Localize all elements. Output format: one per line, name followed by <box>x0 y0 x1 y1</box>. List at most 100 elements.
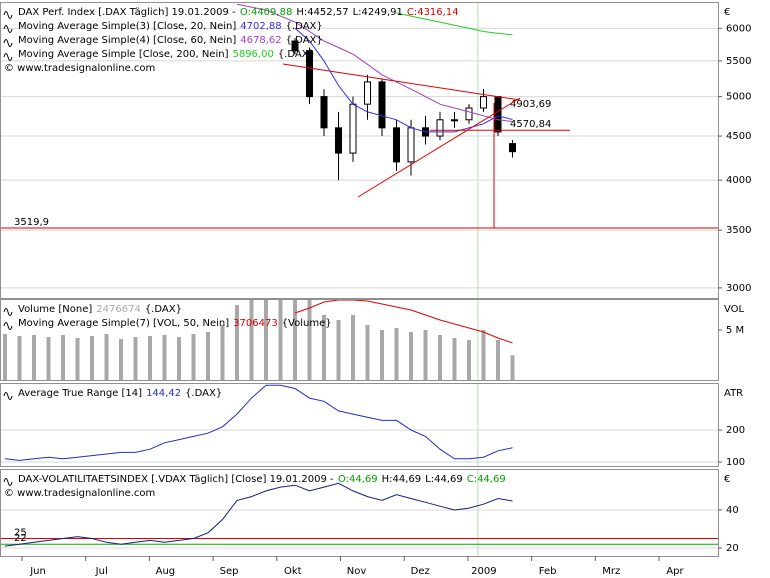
volume-bar <box>61 335 65 380</box>
ohlc-label: C:4316,14 <box>407 7 459 18</box>
x-tick-label: Mrz <box>602 566 620 577</box>
x-tick-label: Feb <box>539 566 557 577</box>
volume-bar <box>365 325 370 380</box>
level-label: 25 <box>14 527 27 538</box>
candle-body <box>436 119 444 137</box>
level-label: 4570,84 <box>510 119 551 130</box>
candle-body <box>451 119 458 122</box>
volume-bar <box>278 300 283 380</box>
trendline <box>282 63 521 101</box>
volume-panel-frame <box>0 299 719 381</box>
candle-body <box>306 50 313 98</box>
y-tick-label: 3000 <box>726 283 751 294</box>
volume-bar <box>249 300 254 380</box>
volume-bar <box>32 335 36 380</box>
atr-panel <box>1 384 718 466</box>
volume-bar <box>177 337 181 380</box>
panel-frames <box>0 2 719 557</box>
y-tick-label: 4500 <box>726 131 751 142</box>
series-name: Moving Average Simple(4) [Close, 60, Nei… <box>18 35 236 46</box>
volume-bar <box>75 338 80 380</box>
legend-icon <box>3 11 13 19</box>
legend-icon <box>3 25 13 33</box>
volume-bar <box>220 325 225 380</box>
source: {.DAX} <box>278 49 315 60</box>
watermark: © www.tradesignalonline.com <box>4 63 155 74</box>
ohlc-label: O:4409,88 <box>240 7 292 18</box>
axis-unit: € <box>724 474 730 485</box>
candle-body <box>335 127 342 154</box>
trendline <box>357 97 521 198</box>
y-tick-label: 5 M <box>726 325 744 336</box>
ohlc-label: H:4452,57 <box>296 7 348 18</box>
volume-bar <box>452 338 457 380</box>
legend-entry: Moving Average Simple(3) [Close, 20, Nei… <box>18 21 323 32</box>
y-tick-label: 40 <box>726 505 739 516</box>
volume-bar <box>264 300 268 380</box>
title: DAX Perf. Index [.DAX Täglich] 19.01.200… <box>18 7 236 18</box>
axis-unit: ATR <box>724 388 743 399</box>
volume-bar <box>162 335 167 380</box>
atr-panel-frame <box>0 383 719 467</box>
x-tick-label: Sep <box>220 566 239 577</box>
y-tick-label: 100 <box>726 457 745 468</box>
last-value: 2476674 <box>96 304 141 315</box>
y-tick-label: 200 <box>726 425 745 436</box>
volume-bar <box>481 330 486 380</box>
level-label: 4903,69 <box>510 99 551 110</box>
ohlc-label: C:44,69 <box>467 474 506 485</box>
series-line <box>396 12 513 36</box>
volume-bar <box>438 335 442 380</box>
volume-bar <box>191 334 196 380</box>
ohlc-label: L:44,69 <box>425 474 463 485</box>
y-tick-label: 3500 <box>726 225 751 236</box>
volume-bar <box>148 336 152 380</box>
series-name: Volume [None] <box>18 304 92 315</box>
volume-bar <box>394 328 399 380</box>
volume-panel <box>3 300 515 380</box>
source: {.DAX} <box>185 388 222 399</box>
series-name: Moving Average Simple(7) [VOL, 50, Nein] <box>18 318 229 329</box>
volume-bar <box>3 334 7 380</box>
candle-body <box>509 143 516 153</box>
candle-body <box>465 107 473 121</box>
level-label: 3519,9 <box>14 217 49 228</box>
x-tick-label: Jul <box>95 566 108 577</box>
volume-bar <box>46 337 51 380</box>
last-value: 144,42 <box>146 388 181 399</box>
series-name: Average True Range [14] <box>18 388 142 399</box>
series-line <box>236 3 513 122</box>
x-tick-label: Jun <box>29 566 46 577</box>
volume-bar <box>206 332 210 380</box>
legend-entry: Volume [None] 2476674 {.DAX} <box>18 304 182 315</box>
volume-bar <box>90 336 94 380</box>
vdax-panel <box>1 470 718 556</box>
source: {.DAX} <box>286 21 323 32</box>
series-line <box>4 384 513 461</box>
legend-entry: Average True Range [14] 144,42 {.DAX} <box>18 388 222 399</box>
volume-bar <box>17 336 22 380</box>
y-tick-label: 4000 <box>726 175 751 186</box>
trendlines <box>282 63 521 228</box>
volume-bar <box>104 334 109 380</box>
volume-bar <box>336 320 341 380</box>
volume-bar <box>409 332 413 380</box>
x-tick-label: Nov <box>347 566 367 577</box>
source: {.DAX} <box>145 304 182 315</box>
watermark: © www.tradesignalonline.com <box>4 488 155 499</box>
ohlc-label: O:44,69 <box>338 474 378 485</box>
axis-unit: € <box>724 7 730 18</box>
legend-title: DAX Perf. Index [.DAX Täglich] 19.01.200… <box>18 7 459 18</box>
candle-body <box>480 96 487 109</box>
legend-icon <box>3 322 13 330</box>
legend-entry: Moving Average Simple(7) [VOL, 50, Nein]… <box>18 318 332 329</box>
volume-bar <box>119 339 123 380</box>
last-value: 4678,62 <box>240 35 281 46</box>
volume-bar <box>467 340 471 380</box>
series-name: Moving Average Simple(3) [Close, 20, Nei… <box>18 21 236 32</box>
candle-body <box>393 127 400 163</box>
price-panel: 4903,69 <box>1 3 718 298</box>
candle-body <box>349 103 357 154</box>
last-value: 3706473 <box>233 318 278 329</box>
